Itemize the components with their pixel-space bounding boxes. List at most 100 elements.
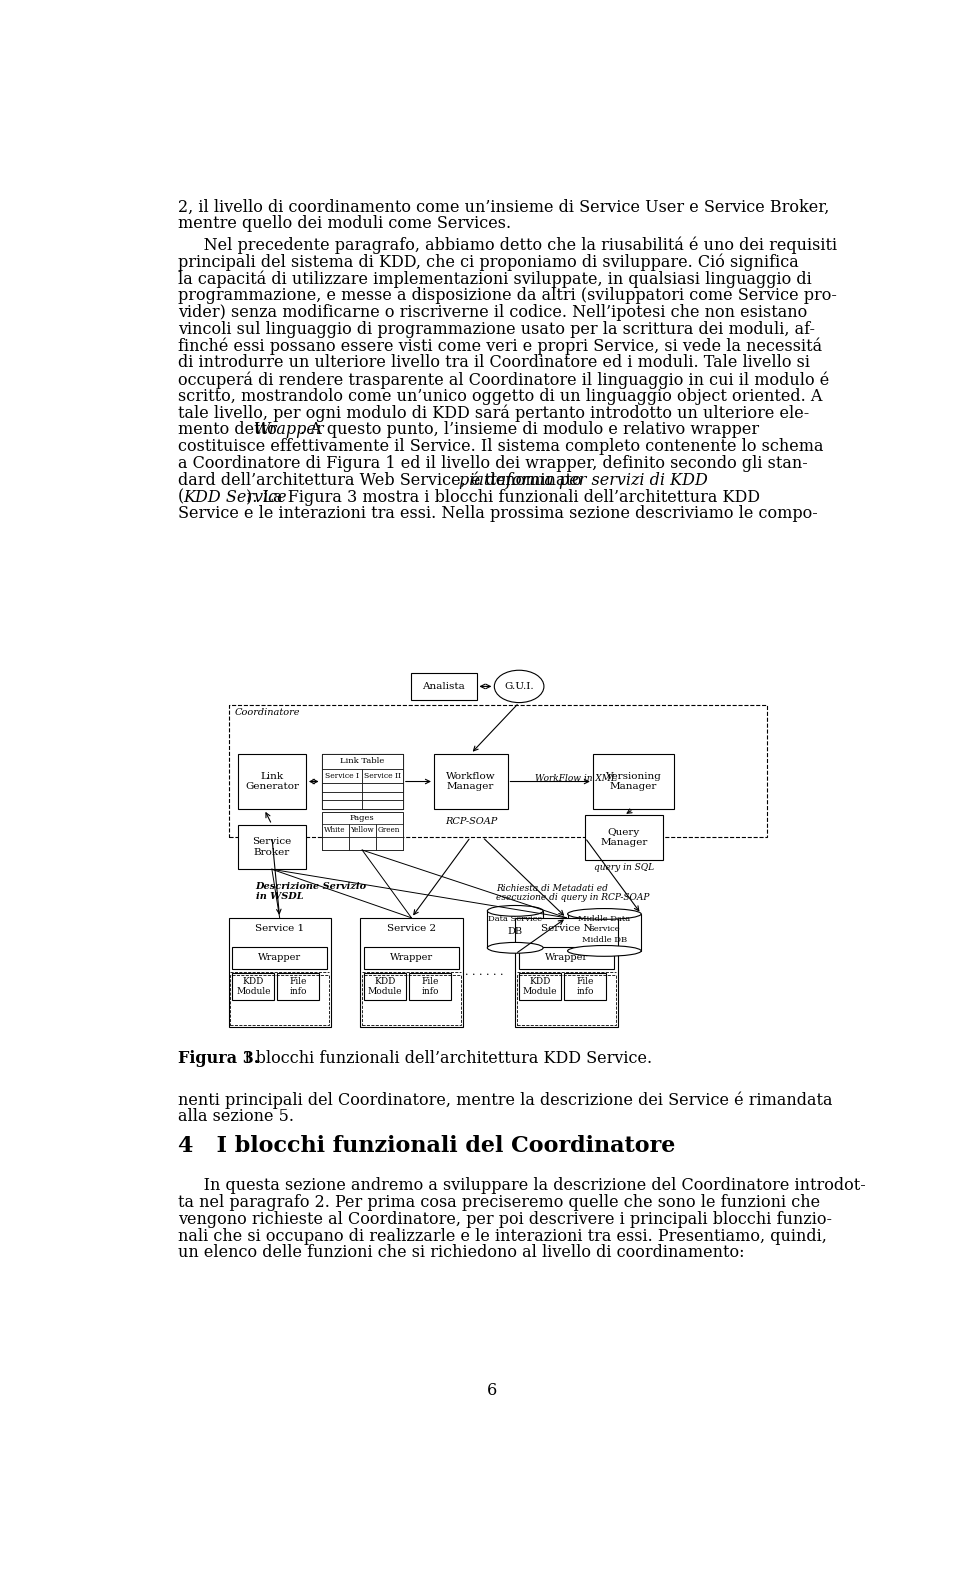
Text: vengono richieste al Coordinatore, per poi descrivere i principali blocchi funzi: vengono richieste al Coordinatore, per p… (179, 1211, 832, 1228)
FancyBboxPatch shape (322, 783, 362, 792)
Ellipse shape (488, 942, 543, 953)
Text: Service
Broker: Service Broker (252, 837, 292, 856)
FancyBboxPatch shape (277, 974, 319, 1001)
Text: Middle DB: Middle DB (582, 936, 627, 943)
Text: query in SQL: query in SQL (593, 864, 654, 872)
FancyBboxPatch shape (322, 792, 362, 800)
Text: Wrapper: Wrapper (258, 953, 301, 963)
FancyBboxPatch shape (519, 947, 613, 969)
FancyBboxPatch shape (375, 824, 403, 837)
Text: Wrapper: Wrapper (545, 953, 588, 963)
Text: File
info: File info (576, 977, 593, 996)
Ellipse shape (494, 670, 544, 703)
FancyBboxPatch shape (516, 918, 617, 1028)
Text: Versioning
Manager: Versioning Manager (606, 772, 661, 791)
Text: File
info: File info (421, 977, 439, 996)
Text: tale livello, per ogni modulo di KDD sará pertanto introdotto un ulteriore ele-: tale livello, per ogni modulo di KDD sar… (179, 404, 809, 422)
Text: KDD
Module: KDD Module (236, 977, 271, 996)
Text: piattaforma per servizi di KDD: piattaforma per servizi di KDD (460, 473, 708, 488)
Text: Service e le interazioni tra essi. Nella prossima sezione descriviamo le compo-: Service e le interazioni tra essi. Nella… (179, 506, 818, 522)
Text: Query
Manager: Query Manager (600, 827, 647, 848)
FancyBboxPatch shape (322, 768, 362, 783)
Text: KDD Service: KDD Service (183, 488, 287, 506)
FancyBboxPatch shape (322, 800, 362, 810)
Text: Service II: Service II (364, 772, 401, 780)
Text: finché essi possano essere visti come veri e propri Service, si vede la necessit: finché essi possano essere visti come ve… (179, 337, 823, 355)
Text: Analista: Analista (422, 683, 465, 690)
FancyBboxPatch shape (411, 673, 476, 700)
Text: scritto, mostrandolo come un’unico oggetto di un linguaggio object oriented. A: scritto, mostrandolo come un’unico ogget… (179, 388, 823, 404)
FancyBboxPatch shape (362, 800, 403, 810)
Text: WorkFlow in XML: WorkFlow in XML (535, 773, 616, 783)
FancyBboxPatch shape (362, 783, 403, 792)
Text: In questa sezione andremo a sviluppare la descrizione del Coordinatore introdot-: In questa sezione andremo a sviluppare l… (179, 1177, 866, 1195)
Text: ). La Figura 3 mostra i blocchi funzionali dell’architettura KDD: ). La Figura 3 mostra i blocchi funziona… (246, 488, 760, 506)
FancyBboxPatch shape (585, 816, 662, 861)
Text: . . . . . .: . . . . . . (465, 967, 503, 977)
FancyBboxPatch shape (232, 947, 327, 969)
Ellipse shape (567, 945, 641, 956)
Text: Middle Data: Middle Data (578, 915, 631, 923)
FancyBboxPatch shape (362, 768, 403, 783)
FancyBboxPatch shape (567, 913, 641, 951)
Text: Coordinatore: Coordinatore (234, 708, 300, 716)
FancyBboxPatch shape (348, 837, 375, 850)
Text: Wrapper: Wrapper (253, 422, 324, 439)
Text: esecuzione di query in RCP-SOAP: esecuzione di query in RCP-SOAP (496, 893, 649, 902)
Text: 6: 6 (487, 1383, 497, 1398)
FancyBboxPatch shape (409, 974, 451, 1001)
Text: programmazione, e messe a disposizione da altri (sviluppatori come Service pro-: programmazione, e messe a disposizione d… (179, 286, 837, 304)
FancyBboxPatch shape (434, 754, 508, 810)
FancyBboxPatch shape (238, 824, 306, 869)
FancyBboxPatch shape (364, 974, 406, 1001)
Text: Richiesta di Metadati ed: Richiesta di Metadati ed (496, 885, 608, 893)
FancyBboxPatch shape (322, 837, 348, 850)
FancyBboxPatch shape (238, 754, 306, 810)
FancyBboxPatch shape (592, 754, 674, 810)
Text: . A questo punto, l’insieme di modulo e relativo wrapper: . A questo punto, l’insieme di modulo e … (300, 422, 759, 439)
FancyBboxPatch shape (322, 824, 348, 837)
Text: mentre quello dei moduli come Services.: mentre quello dei moduli come Services. (179, 215, 512, 232)
Text: ta nel paragrafo 2. Per prima cosa preciseremo quelle che sono le funzioni che: ta nel paragrafo 2. Per prima cosa preci… (179, 1195, 820, 1211)
Text: Service 1: Service 1 (255, 924, 304, 932)
Text: Wrapper: Wrapper (390, 953, 433, 963)
FancyBboxPatch shape (228, 705, 767, 837)
FancyBboxPatch shape (322, 754, 403, 810)
Text: Green: Green (378, 826, 400, 834)
Text: White: White (324, 826, 346, 834)
Text: di introdurre un ulteriore livello tra il Coordinatore ed i moduli. Tale livello: di introdurre un ulteriore livello tra i… (179, 355, 810, 371)
Text: in WSDL: in WSDL (255, 891, 303, 901)
Text: dard dell’architettura Web Service, é denominato: dard dell’architettura Web Service, é de… (179, 473, 587, 488)
Text: File
info: File info (290, 977, 307, 996)
Text: Workflow
Manager: Workflow Manager (445, 772, 495, 791)
Text: vincoli sul linguaggio di programmazione usato per la scrittura dei moduli, af-: vincoli sul linguaggio di programmazione… (179, 321, 815, 337)
Text: KDD
Module: KDD Module (523, 977, 558, 996)
FancyBboxPatch shape (322, 754, 403, 768)
Text: Figura 3.: Figura 3. (179, 1050, 259, 1068)
Text: mento detto: mento detto (179, 422, 282, 439)
Text: nali che si occupano di realizzarle e le interazioni tra essi. Presentiamo, quin: nali che si occupano di realizzarle e le… (179, 1228, 827, 1244)
FancyBboxPatch shape (228, 918, 331, 1028)
Text: G.U.I.: G.U.I. (504, 683, 534, 690)
Text: KDD
Module: KDD Module (368, 977, 402, 996)
Text: nenti principali del Coordinatore, mentre la descrizione dei Service é rimandata: nenti principali del Coordinatore, mentr… (179, 1091, 832, 1109)
Text: alla sezione 5.: alla sezione 5. (179, 1107, 294, 1125)
FancyBboxPatch shape (564, 974, 606, 1001)
FancyBboxPatch shape (375, 837, 403, 850)
Text: vider) senza modificarne o riscriverne il codice. Nell’ipotesi che non esistano: vider) senza modificarne o riscriverne i… (179, 304, 807, 321)
Ellipse shape (488, 905, 543, 916)
Text: I blocchi funzionali dell’architettura KDD Service.: I blocchi funzionali dell’architettura K… (239, 1050, 652, 1068)
Text: Service 2: Service 2 (387, 924, 436, 932)
Text: 2, il livello di coordinamento come un’insieme di Service User e Service Broker,: 2, il livello di coordinamento come un’i… (179, 199, 829, 216)
Text: Service: Service (588, 924, 620, 932)
Text: Descrizione Servizio: Descrizione Servizio (255, 881, 367, 891)
Text: Link
Generator: Link Generator (245, 772, 299, 791)
Text: Service N: Service N (540, 924, 592, 932)
Text: Link Table: Link Table (340, 757, 384, 765)
Text: Nel precedente paragrafo, abbiamo detto che la riusabilitá é uno dei requisiti: Nel precedente paragrafo, abbiamo detto … (179, 237, 837, 255)
Text: 4   I blocchi funzionali del Coordinatore: 4 I blocchi funzionali del Coordinatore (179, 1134, 676, 1157)
FancyBboxPatch shape (232, 974, 275, 1001)
Text: Data Service: Data Service (489, 915, 542, 923)
Text: costituisce effettivamente il Service. Il sistema completo contenente lo schema: costituisce effettivamente il Service. I… (179, 438, 824, 455)
Text: (: ( (179, 488, 184, 506)
